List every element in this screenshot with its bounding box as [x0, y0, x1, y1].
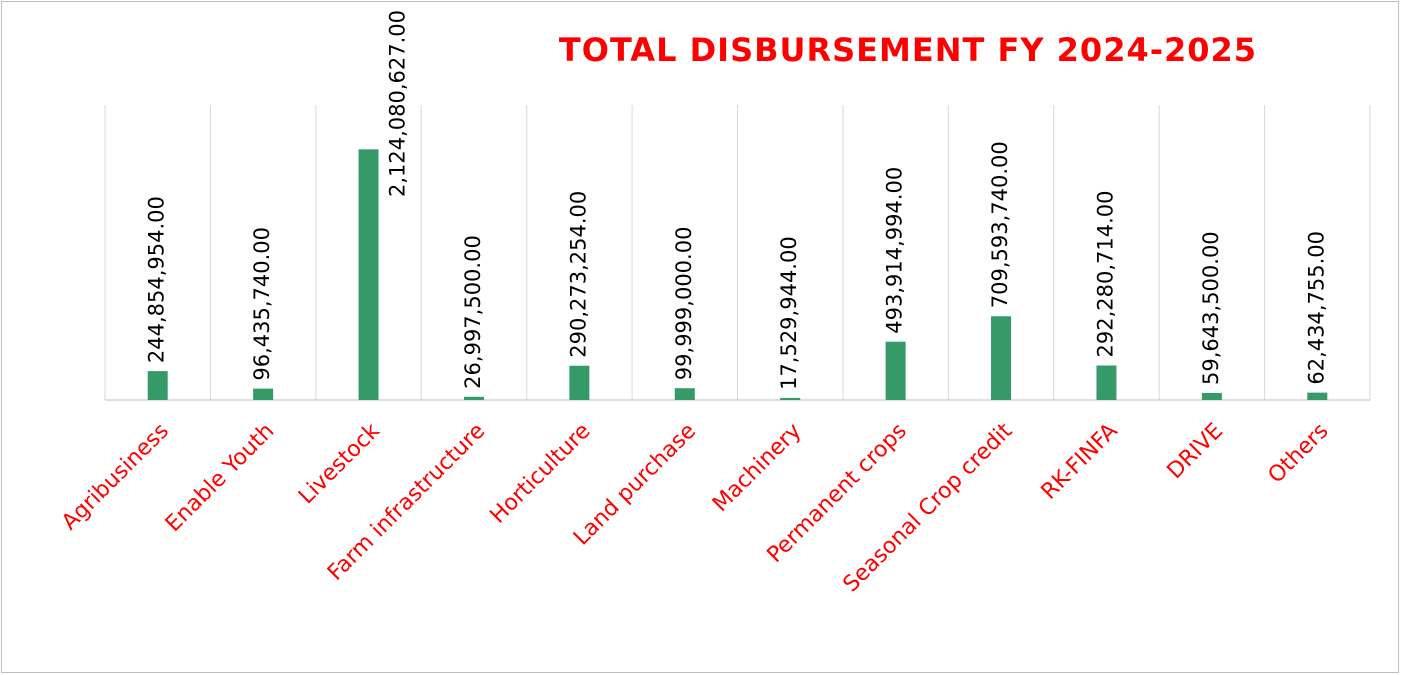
- bar: [569, 365, 590, 400]
- value-label: 96,435,740.00: [250, 227, 274, 381]
- bar: [358, 149, 379, 400]
- value-label: 17,529,944.00: [777, 236, 801, 390]
- bar: [674, 388, 695, 400]
- value-label: 26,997,500.00: [461, 235, 485, 389]
- value-label: 62,434,755.00: [1304, 231, 1328, 385]
- bar: [885, 341, 906, 400]
- chart-title: TOTAL DISBURSEMENT FY 2024-2025: [559, 31, 1257, 69]
- value-label: 2,124,080,627.00: [386, 10, 410, 197]
- value-label: 292,280,714.00: [1093, 191, 1117, 358]
- bar: [1307, 392, 1328, 400]
- bar: [463, 396, 484, 400]
- bar: [780, 397, 801, 400]
- bar: [253, 388, 274, 400]
- value-label: 244,854,954.00: [145, 196, 169, 363]
- bar: [1096, 365, 1117, 400]
- value-label: 99,999,000.00: [672, 227, 696, 381]
- value-label: 290,273,254.00: [566, 191, 590, 358]
- value-label: 59,643,500.00: [1199, 231, 1223, 385]
- bar: [1201, 392, 1222, 400]
- bar: [147, 371, 168, 400]
- value-label: 493,914,994.00: [883, 167, 907, 334]
- bar: [991, 316, 1012, 400]
- value-label: 709,593,740.00: [988, 141, 1012, 308]
